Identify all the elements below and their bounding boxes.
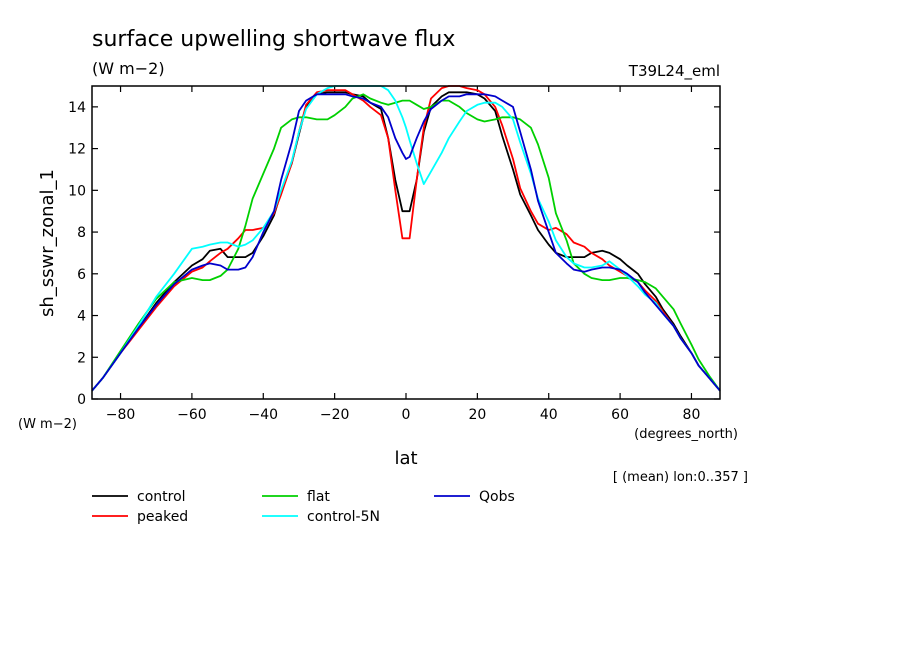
x-tick-label: 20 [468, 407, 486, 423]
y-tick-label: 14 [68, 100, 86, 116]
x-tick-label: −40 [248, 407, 278, 423]
x-tick-label: 0 [402, 407, 411, 423]
y-tick-label: 12 [68, 142, 86, 158]
mean-note: [ (mean) lon:0..357 ] [613, 470, 748, 485]
x-tick-label: −60 [177, 407, 207, 423]
y-tick-label: 8 [77, 225, 86, 241]
series-lines [91, 85, 721, 392]
x-tick-label: −80 [106, 407, 136, 423]
series-line-control-5n [91, 85, 721, 392]
series-line-flat [91, 93, 721, 392]
series-line-qobs [91, 93, 721, 392]
x-tick-label: −20 [320, 407, 350, 423]
x-tick-label: 60 [611, 407, 629, 423]
y-axis-label: sh_sswr_zonal_1 [37, 169, 58, 317]
legend: control peaked flat control-5N Qobs [92, 489, 515, 525]
y-tick-label: 4 [77, 309, 86, 325]
experiment-label: T39L24_eml [628, 62, 720, 81]
plot-frame [91, 85, 721, 400]
x-axis-label: lat [394, 448, 417, 469]
y-axis-units: (W m−2) [18, 417, 77, 432]
y-tick-label: 10 [68, 183, 86, 199]
legend-label-peaked: peaked [137, 509, 188, 525]
y-tick-label: 2 [77, 350, 86, 366]
legend-label-control-5n: control-5N [307, 509, 380, 525]
x-axis-units: (degrees_north) [634, 427, 738, 442]
legend-label-control: control [137, 489, 186, 505]
legend-label-qobs: Qobs [479, 489, 515, 505]
legend-label-flat: flat [307, 489, 330, 505]
series-line-peaked [91, 85, 721, 392]
axis-ticks: −80 −60 −40 −20 0 20 40 60 80 0 2 4 6 8 10 12 14 [68, 86, 720, 423]
x-tick-label: 80 [683, 407, 701, 423]
x-tick-label: 40 [540, 407, 558, 423]
series-line-control [91, 91, 721, 392]
chart-units: (W m−2) [92, 59, 165, 78]
y-tick-label: 0 [77, 392, 86, 408]
y-tick-label: 6 [77, 267, 86, 283]
chart-title: surface upwelling shortwave flux [92, 27, 455, 52]
